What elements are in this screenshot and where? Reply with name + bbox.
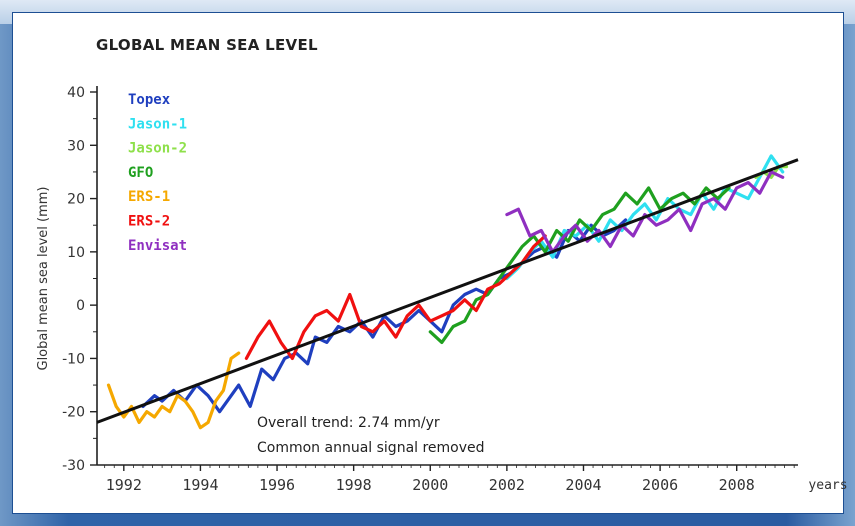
y-tick-label: 0 <box>76 298 85 314</box>
x-tick-label: 2008 <box>719 476 755 494</box>
legend-entry-jason-1: Jason-1 <box>128 116 187 132</box>
x-tick-label: 1998 <box>336 476 372 494</box>
series-line-ers-2 <box>244 234 547 360</box>
x-tick-label: 2004 <box>565 476 601 494</box>
legend-entry-ers-2: ERS-2 <box>128 214 170 230</box>
x-axis-label: years <box>808 478 847 493</box>
y-tick-label: -20 <box>62 405 85 421</box>
y-tick-label: 40 <box>67 85 85 101</box>
annotations: Overall trend: 2.74 mm/yr Common annual s… <box>257 415 485 456</box>
trend-layer <box>96 158 799 424</box>
series-line-gfo <box>428 186 731 344</box>
legend-entry-ers-1: ERS-1 <box>128 189 170 205</box>
series-line-ers-1 <box>106 351 241 430</box>
legend-entry-gfo: GFO <box>128 165 153 181</box>
legend-entry-topex: Topex <box>128 92 171 108</box>
chart-panel <box>12 12 844 514</box>
x-tick-label: 2000 <box>412 476 448 494</box>
x-tick-label: 1992 <box>106 476 142 494</box>
legend-entry-envisat: Envisat <box>128 238 187 254</box>
y-tick-label: -10 <box>62 351 85 367</box>
y-tick-label: 30 <box>67 138 85 154</box>
series-line-jason-1 <box>505 154 785 281</box>
x-tick-label: 2006 <box>642 476 678 494</box>
chart-title: GLOBAL MEAN SEA LEVEL <box>96 36 318 54</box>
annotation-text: Common annual signal removed <box>257 440 485 456</box>
annotation-text: Overall trend: 2.74 mm/yr <box>257 415 440 431</box>
x-tick-label: 1994 <box>182 476 218 494</box>
x-tick-label: 2002 <box>489 476 525 494</box>
y-tick-label: -30 <box>62 458 85 474</box>
y-tick-label: 20 <box>67 192 85 208</box>
axes: 40 30 20 10 0 -10 -20 -30 1992 1994 1996 1998 2000 20… <box>36 85 848 494</box>
y-tick-label: 10 <box>67 245 85 261</box>
series-line-envisat <box>505 170 785 254</box>
y-axis-label: Global mean sea level (mm) <box>36 187 51 371</box>
x-tick-label: 1996 <box>259 476 295 494</box>
legend-entry-jason-2: Jason-2 <box>128 141 187 157</box>
trend-line <box>96 158 799 424</box>
legend: Topex Jason-1 Jason-2 GFO ERS-1 ERS-2 Envisat <box>128 92 187 254</box>
